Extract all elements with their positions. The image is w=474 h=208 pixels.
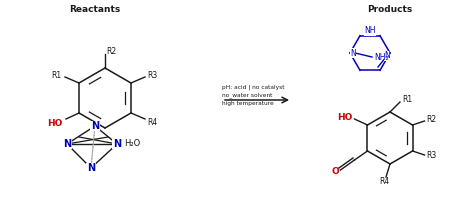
Text: N: N: [87, 163, 95, 173]
Text: R2: R2: [427, 115, 437, 125]
Text: R4: R4: [379, 177, 389, 186]
Text: HO: HO: [337, 113, 353, 121]
Text: R2: R2: [106, 47, 116, 56]
Text: no_water solvent: no_water solvent: [222, 92, 273, 98]
Text: Products: Products: [367, 5, 413, 14]
Text: H₂O: H₂O: [124, 139, 140, 147]
Text: R3: R3: [147, 72, 157, 80]
Text: R3: R3: [427, 151, 437, 161]
Text: high temperature: high temperature: [222, 100, 274, 105]
Text: HO: HO: [47, 119, 63, 128]
Text: R1: R1: [51, 71, 61, 79]
Text: N: N: [384, 52, 390, 61]
Text: N: N: [350, 48, 356, 57]
Text: N: N: [63, 139, 71, 149]
Text: NH: NH: [364, 26, 376, 35]
Text: R4: R4: [147, 118, 157, 126]
Text: pH: acid | no catalyst: pH: acid | no catalyst: [222, 84, 284, 90]
Text: NH₂: NH₂: [374, 53, 389, 62]
Text: Reactants: Reactants: [69, 5, 120, 14]
Text: R1: R1: [402, 95, 412, 104]
Text: N: N: [91, 121, 99, 131]
Text: O: O: [332, 166, 339, 176]
Text: N: N: [113, 139, 121, 149]
